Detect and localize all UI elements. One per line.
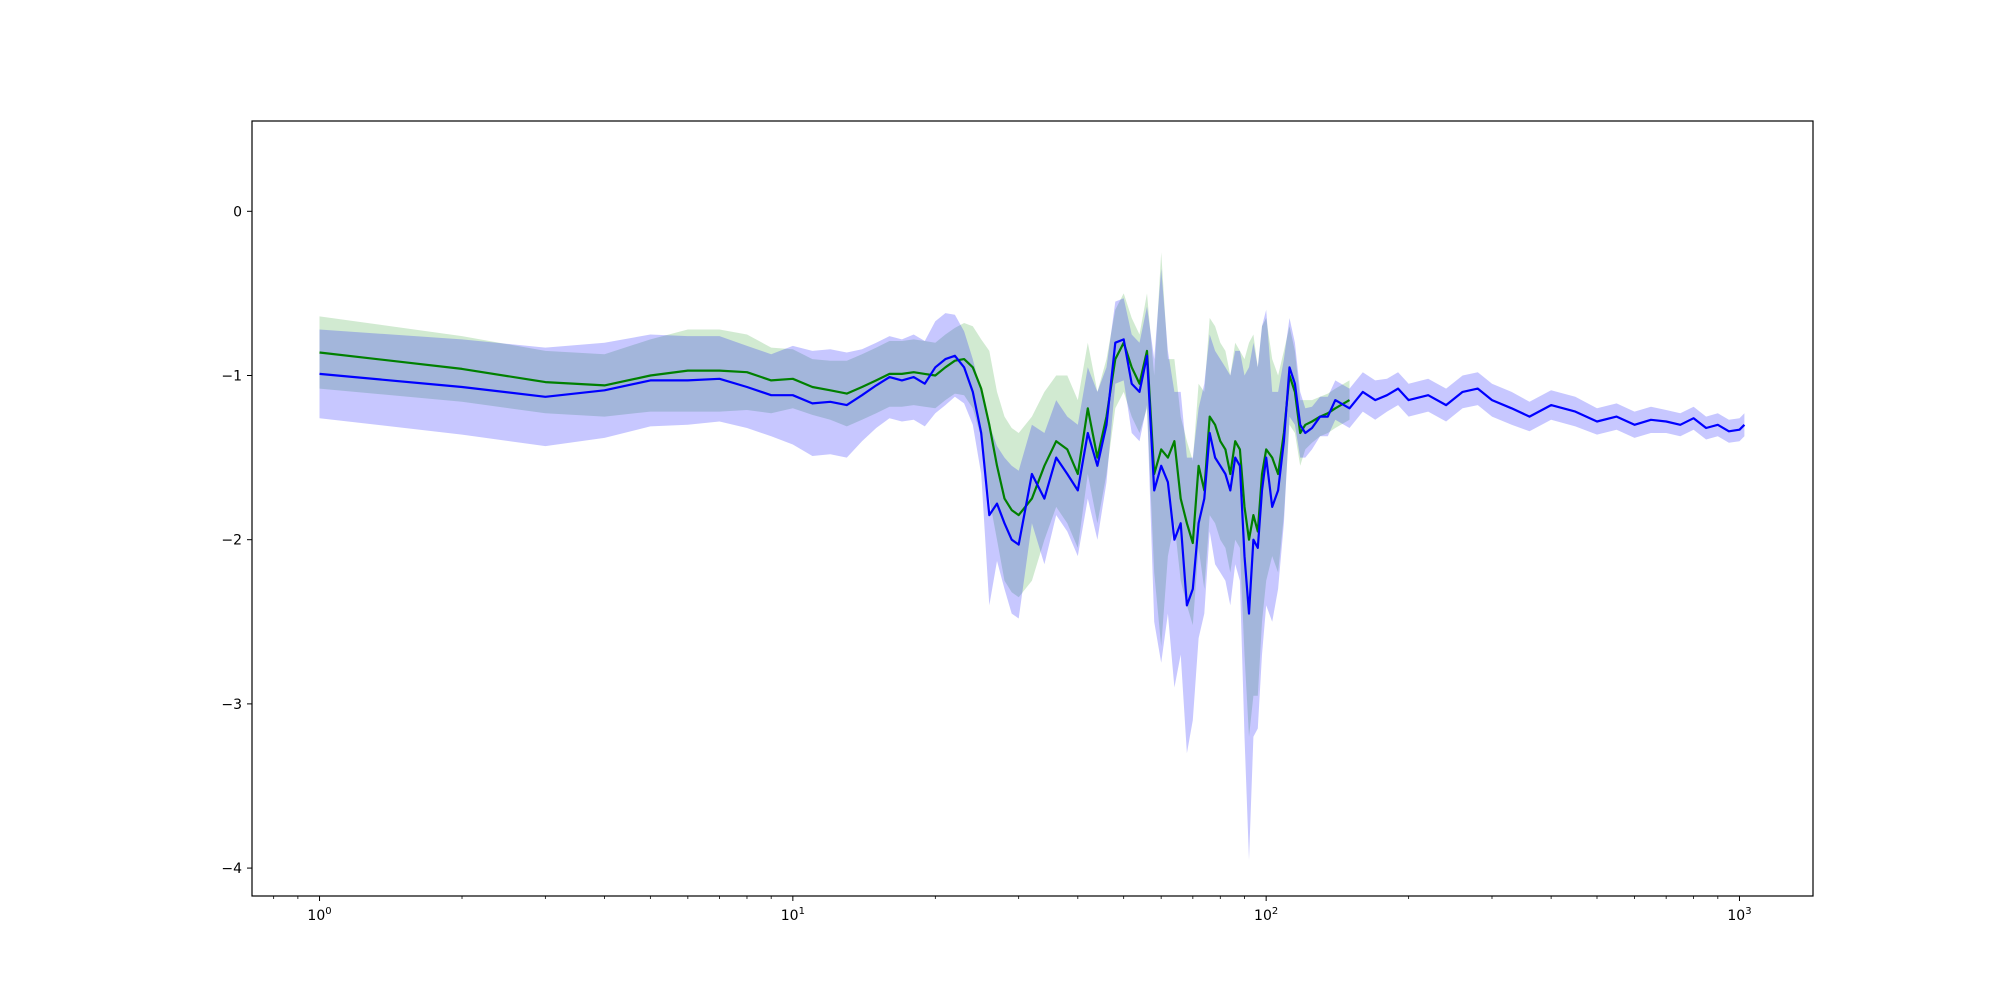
x-tick-base: 10 xyxy=(307,908,325,924)
x-axis: 100 101 102 103 xyxy=(273,896,1752,924)
y-tick-label: −4 xyxy=(221,861,242,877)
confidence-bands xyxy=(319,252,1745,860)
x-tick-base: 10 xyxy=(781,908,799,924)
x-tick-label: 100 xyxy=(307,906,331,924)
y-tick-label: −3 xyxy=(221,697,242,713)
y-axis: 0 −1 −2 −3 −4 xyxy=(221,204,252,877)
x-tick-base: 10 xyxy=(1254,908,1272,924)
x-tick-exponent: 2 xyxy=(1272,906,1278,917)
series-1-line xyxy=(319,338,1746,615)
y-tick-label: 0 xyxy=(233,204,242,220)
x-tick-exponent: 1 xyxy=(799,906,805,917)
x-tick-label: 102 xyxy=(1254,906,1278,924)
x-tick-exponent: 3 xyxy=(1745,906,1751,917)
y-tick-label: −2 xyxy=(221,533,242,549)
series-lines xyxy=(319,338,1746,615)
y-tick-label: −1 xyxy=(221,369,242,385)
series-0-line xyxy=(319,341,1351,545)
x-tick-exponent: 0 xyxy=(325,906,331,917)
x-tick-base: 10 xyxy=(1727,908,1745,924)
x-tick-label: 103 xyxy=(1727,906,1751,924)
plot-frame xyxy=(251,120,1814,897)
x-tick-label: 101 xyxy=(781,906,805,924)
series-0-band xyxy=(319,252,1350,737)
series-1-band xyxy=(319,268,1745,860)
